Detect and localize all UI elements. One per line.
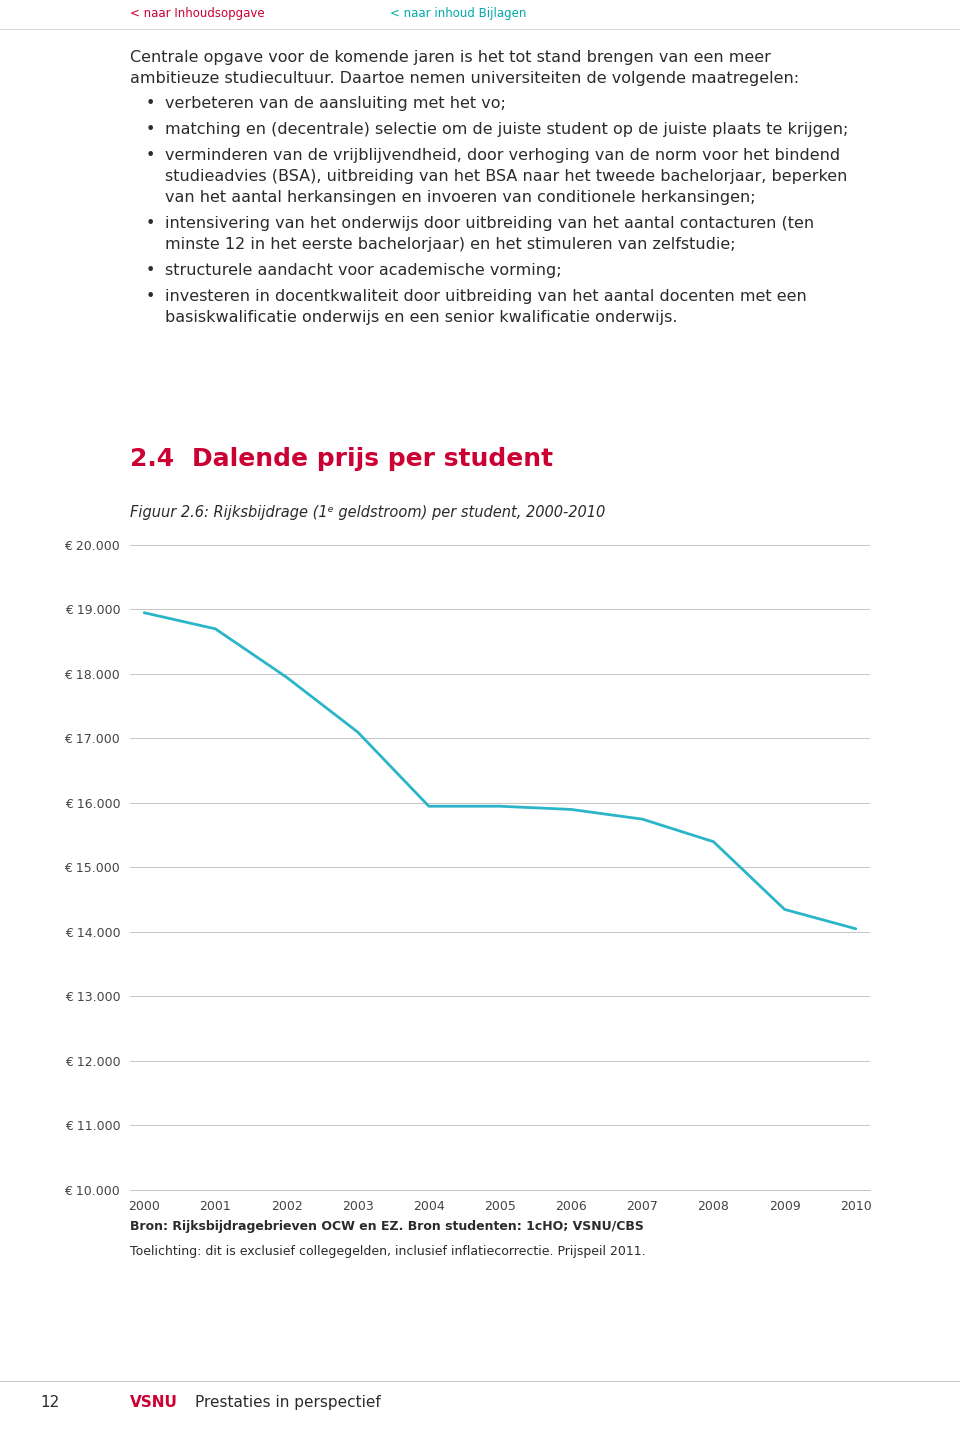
Text: •: • xyxy=(145,148,155,163)
Text: minste 12 in het eerste bachelorjaar) en het stimuleren van zelfstudie;: minste 12 in het eerste bachelorjaar) en… xyxy=(165,236,735,252)
Text: •: • xyxy=(145,289,155,304)
Text: ambitieuze studiecultuur. Daartoe nemen universiteiten de volgende maatregelen:: ambitieuze studiecultuur. Daartoe nemen … xyxy=(130,72,799,86)
Text: van het aantal herkansingen en invoeren van conditionele herkansingen;: van het aantal herkansingen en invoeren … xyxy=(165,191,756,205)
Text: 12: 12 xyxy=(40,1394,60,1410)
Text: •: • xyxy=(145,96,155,110)
Text: •: • xyxy=(145,122,155,138)
Text: Prestaties in perspectief: Prestaties in perspectief xyxy=(195,1394,381,1410)
Text: Toelichting: dit is exclusief collegegelden, inclusief inflatiecorrectie. Prijsp: Toelichting: dit is exclusief collegegel… xyxy=(130,1245,646,1258)
Text: verbeteren van de aansluiting met het vo;: verbeteren van de aansluiting met het vo… xyxy=(165,96,506,110)
Text: matching en (decentrale) selectie om de juiste student op de juiste plaats te kr: matching en (decentrale) selectie om de … xyxy=(165,122,849,138)
Text: •: • xyxy=(145,264,155,278)
Text: intensivering van het onderwijs door uitbreiding van het aantal contacturen (ten: intensivering van het onderwijs door uit… xyxy=(165,216,814,231)
Text: investeren in docentkwaliteit door uitbreiding van het aantal docenten met een: investeren in docentkwaliteit door uitbr… xyxy=(165,289,806,304)
Text: structurele aandacht voor academische vorming;: structurele aandacht voor academische vo… xyxy=(165,264,562,278)
Text: < naar Inhoudsopgave: < naar Inhoudsopgave xyxy=(130,7,265,20)
Text: Bron: Rijksbijdragebrieven OCW en EZ. Bron studenten: 1cHO; VSNU/CBS: Bron: Rijksbijdragebrieven OCW en EZ. Br… xyxy=(130,1219,644,1232)
Text: Centrale opgave voor de komende jaren is het tot stand brengen van een meer: Centrale opgave voor de komende jaren is… xyxy=(130,50,771,64)
Text: Figuur 2.6: Rijksbijdrage (1ᵉ geldstroom) per student, 2000-2010: Figuur 2.6: Rijksbijdrage (1ᵉ geldstroom… xyxy=(130,504,605,520)
Text: 2.4: 2.4 xyxy=(130,447,174,471)
Text: studieadvies (BSA), uitbreiding van het BSA naar het tweede bachelorjaar, beperk: studieadvies (BSA), uitbreiding van het … xyxy=(165,169,848,183)
Text: < naar inhoud Bijlagen: < naar inhoud Bijlagen xyxy=(390,7,526,20)
Text: Dalende prijs per student: Dalende prijs per student xyxy=(192,447,553,471)
Text: VSNU: VSNU xyxy=(130,1394,178,1410)
Text: basiskwalificatie onderwijs en een senior kwalificatie onderwijs.: basiskwalificatie onderwijs en een senio… xyxy=(165,310,678,325)
Text: verminderen van de vrijblijvendheid, door verhoging van de norm voor het bindend: verminderen van de vrijblijvendheid, doo… xyxy=(165,148,840,163)
Text: •: • xyxy=(145,216,155,231)
